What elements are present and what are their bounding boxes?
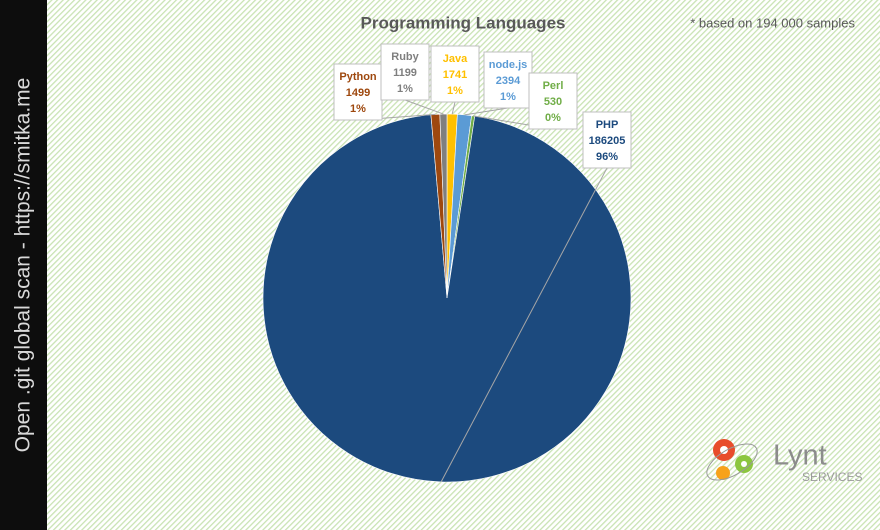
- sidebar-text: Open .git global scan - https://smitka.m…: [12, 78, 35, 453]
- label-box: [430, 45, 480, 103]
- label-box: [333, 63, 383, 121]
- sidebar: [0, 0, 47, 530]
- logo: Lynt SERVICES: [706, 439, 862, 484]
- label-name: Java: [443, 53, 468, 65]
- label-box: [483, 51, 533, 109]
- data-label: Python 1499 1%: [333, 63, 383, 121]
- label-name: Python: [339, 71, 377, 83]
- leader-line: [404, 99, 444, 115]
- label-percent: 1%: [447, 85, 463, 97]
- label-box: [582, 111, 632, 169]
- logo-tagline: SERVICES: [802, 470, 862, 484]
- label-value: 2394: [496, 75, 521, 87]
- data-label: node.js 2394 1%: [483, 51, 533, 109]
- label-value: 1199: [393, 67, 417, 79]
- logo-gear: [716, 466, 730, 480]
- label-value: 1741: [443, 69, 467, 81]
- data-label: Perl 530 0%: [528, 72, 578, 130]
- note: * based on 194 000 samples: [690, 15, 855, 30]
- label-value: 186205: [589, 135, 626, 147]
- label-percent: 1%: [500, 91, 516, 103]
- label-percent: 96%: [596, 151, 618, 163]
- label-name: node.js: [489, 59, 528, 71]
- label-percent: 1%: [350, 103, 366, 115]
- logo-name: Lynt: [773, 440, 827, 472]
- label-value: 1499: [346, 87, 370, 99]
- label-box: [528, 72, 578, 130]
- data-label: PHP 186205 96%: [582, 111, 632, 169]
- label-percent: 1%: [397, 83, 413, 95]
- data-label: Ruby 1199 1%: [380, 43, 430, 101]
- label-value: 530: [544, 96, 562, 108]
- label-name: Ruby: [391, 51, 419, 63]
- logo-gear: [741, 461, 747, 467]
- logo-orbit: [706, 443, 758, 481]
- leader-line: [464, 107, 509, 116]
- chart-title: Programming Languages: [361, 13, 566, 32]
- logo-gear: [720, 446, 728, 454]
- leader-line: [451, 101, 456, 115]
- leader-line: [440, 167, 608, 483]
- label-name: Perl: [543, 80, 564, 92]
- label-percent: 0%: [545, 112, 561, 124]
- label-name: PHP: [596, 119, 619, 131]
- data-label: Java 1741 1%: [430, 45, 480, 103]
- label-box: [380, 43, 430, 101]
- pie-slice: [439, 113, 448, 299]
